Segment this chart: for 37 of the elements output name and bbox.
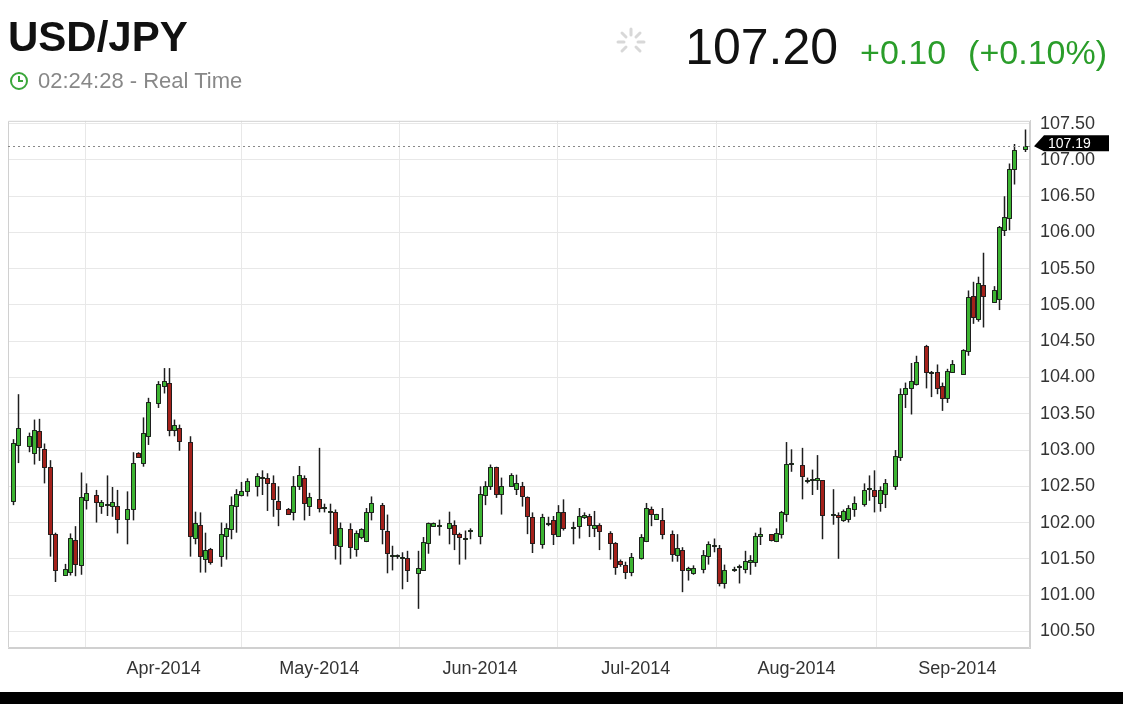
y-tick-label: 104.50: [1040, 330, 1096, 351]
candlestick: [385, 513, 390, 575]
text: (+0.10%): [968, 33, 1107, 72]
y-tick-label: 102.00: [1040, 511, 1096, 532]
candlestick: [571, 521, 576, 546]
y-tick-label: 106.00: [1040, 221, 1096, 242]
candlestick: [867, 474, 872, 502]
y-tick-label: 102.50: [1040, 475, 1096, 496]
candlestick: [800, 447, 805, 501]
x-tick-label: Aug-2014: [757, 657, 836, 678]
text: +0.10: [860, 33, 947, 72]
y-tick-label: 103.00: [1040, 439, 1096, 459]
candlestick: [463, 529, 468, 561]
x-tick-label: May-2014: [279, 657, 360, 678]
y-tick-label: 106.50: [1040, 185, 1096, 206]
y-tick-label: 104.00: [1040, 366, 1096, 387]
candlestick: [276, 485, 281, 527]
candlestick: [530, 511, 535, 554]
y-tick-label: 105.50: [1040, 257, 1096, 278]
x-tick-label: Sep-2014: [918, 657, 997, 678]
text: 107.20: [685, 18, 839, 76]
x-tick-label: Apr-2014: [126, 657, 201, 678]
y-tick-label: 105.00: [1040, 293, 1096, 314]
chart-subtitle: 02:24:28 - Real Time: [38, 68, 243, 94]
candlestick: [660, 507, 665, 540]
y-tick-label: 101.00: [1040, 584, 1096, 605]
y-tick-label: 100.50: [1040, 620, 1096, 641]
chart-title: USD/JPY: [8, 13, 188, 60]
x-tick-label: Jul-2014: [601, 657, 671, 678]
x-tick-label: Jun-2014: [442, 657, 518, 678]
candlestick: [380, 502, 385, 546]
candlestick: [525, 495, 530, 535]
candlestick: [1023, 128, 1028, 153]
y-tick-label: 103.50: [1040, 402, 1096, 423]
y-tick-label: 107.50: [1040, 112, 1096, 133]
candlestick: [862, 482, 867, 508]
y-tick-label: 101.50: [1040, 547, 1096, 568]
